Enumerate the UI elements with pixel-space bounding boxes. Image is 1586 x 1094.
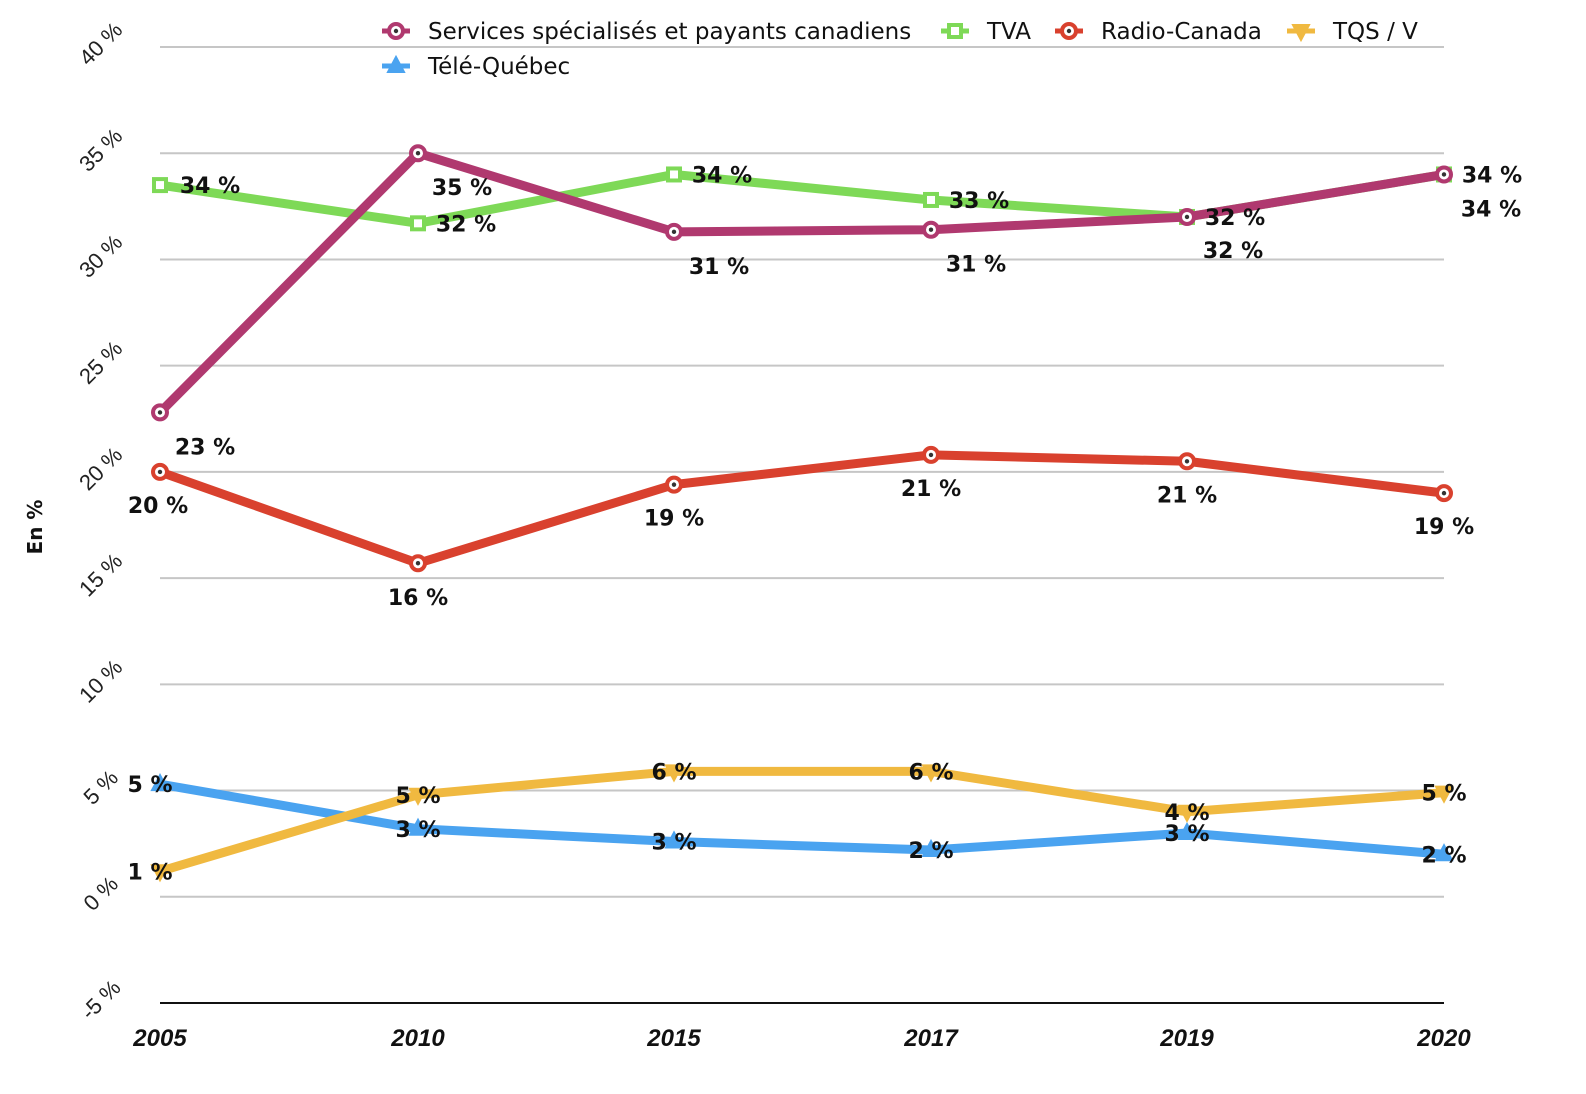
legend-label: Radio-Canada [1101,19,1262,45]
data-point-center [416,151,420,155]
data-point-center [1185,459,1189,463]
series-3 [152,765,1452,880]
series-2 [153,448,1451,570]
data-label: 3 % [1164,822,1209,847]
y-tick-label: -5 % [76,975,126,1025]
data-label: 6 % [908,760,953,785]
data-label: 34 % [692,163,752,188]
legend-item: TQS / V [1287,19,1418,45]
legend-label: TQS / V [1332,19,1418,45]
x-tick-label: 2020 [1416,1025,1471,1052]
data-label: 3 % [651,831,696,856]
legend-item: Services spécialisés et payants canadien… [382,19,911,45]
legend-marker-center [394,29,398,33]
legend-item: Télé-Québec [382,54,570,80]
legend-item: Radio-Canada [1055,19,1262,45]
x-tick-label: 2010 [390,1025,445,1052]
data-label: 32 % [1205,206,1265,231]
legend-label: Télé-Québec [427,54,570,80]
y-tick-label: 15 % [74,548,127,601]
data-label: 32 % [436,212,496,237]
x-tick-label: 2005 [132,1025,187,1052]
y-tick-label: 5 % [78,765,122,809]
y-axis-title: En % [23,500,47,555]
data-point-center [158,410,162,414]
y-tick-label: 0 % [78,871,122,915]
y-tick-label: 35 % [74,123,127,176]
data-labels: 23 % 35 % 31 % 31 % 32 % 34 % 34 % 32 % 34 % 33 %… [127,163,1522,885]
legend-marker-center [1067,29,1071,33]
data-label: 34 % [1462,163,1522,188]
data-point-center [158,470,162,474]
legend-item: TVA [941,19,1031,45]
data-point-center [416,561,420,565]
data-label: 1 % [127,860,172,885]
line-chart: -5 % 0 % 5 % 10 % 15 % 20 % 25 % 30 % 35 % 40 % 20… [0,0,1586,1094]
legend-label: TVA [986,19,1031,45]
data-point [668,168,680,180]
data-point-center [929,453,933,457]
data-point-center [929,228,933,232]
data-label: 5 % [127,773,172,798]
data-label: 2 % [908,839,953,864]
data-point [154,179,166,191]
data-label: 6 % [651,760,696,785]
data-point-center [1442,172,1446,176]
data-point-center [1442,491,1446,495]
data-point [412,217,424,229]
x-tick-label: 2019 [1159,1025,1214,1052]
data-label: 34 % [180,174,240,199]
y-tick-label: 20 % [74,442,127,495]
x-tick-label: 2017 [903,1025,959,1052]
y-tick-label: 10 % [74,654,127,707]
data-label: 3 % [395,818,440,843]
series-line [160,153,1444,412]
data-label: 2 % [1421,843,1466,868]
y-tick-label: 25 % [74,336,127,389]
data-label: 19 % [1414,515,1474,540]
data-label: 23 % [175,435,235,460]
data-point-center [1185,215,1189,219]
data-label: 21 % [1157,483,1217,508]
data-point-center [672,230,676,234]
data-point [925,194,937,206]
y-tick-label: 30 % [74,230,127,283]
data-point-center [672,482,676,486]
chart-canvas: -5 % 0 % 5 % 10 % 15 % 20 % 25 % 30 % 35 % 40 % 20… [0,0,1586,1094]
y-tick-label: 40 % [74,17,127,70]
legend-marker [949,25,961,37]
data-label: 34 % [1461,197,1521,222]
data-label: 19 % [644,507,704,532]
data-label: 20 % [128,494,188,519]
legend-label: Services spécialisés et payants canadien… [428,19,911,45]
data-label: 33 % [949,189,1009,214]
data-label: 32 % [1203,239,1263,264]
data-label: 5 % [395,784,440,809]
legend: Services spécialisés et payants canadien… [382,19,1418,80]
data-label: 5 % [1421,782,1466,807]
x-tick-label: 2015 [646,1025,701,1052]
data-label: 21 % [901,477,961,502]
series-line [160,784,1444,854]
data-label: 16 % [388,586,448,611]
data-label: 31 % [689,255,749,280]
data-label: 35 % [432,176,492,201]
data-label: 31 % [946,253,1006,278]
